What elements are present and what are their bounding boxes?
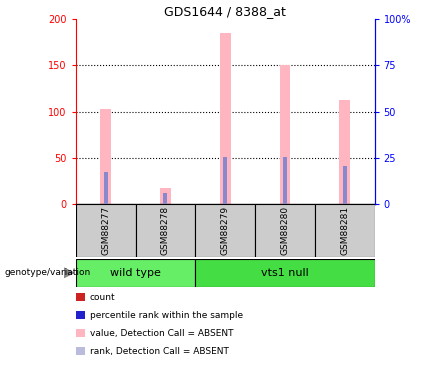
Text: value, Detection Call = ABSENT: value, Detection Call = ABSENT	[90, 329, 233, 338]
Bar	[339, 100, 350, 204]
Bar	[195, 259, 375, 287]
Bar	[76, 259, 195, 287]
Bar	[100, 109, 111, 204]
Text: GSM88280: GSM88280	[281, 206, 289, 255]
Bar	[223, 157, 227, 204]
Bar	[103, 172, 108, 204]
Bar	[255, 204, 315, 257]
Text: percentile rank within the sample: percentile rank within the sample	[90, 311, 243, 320]
Bar	[136, 204, 195, 257]
Bar	[283, 157, 287, 204]
Bar	[280, 65, 290, 204]
Bar	[163, 193, 168, 204]
Text: wild type: wild type	[110, 268, 161, 278]
Polygon shape	[64, 268, 74, 278]
Text: count: count	[90, 293, 115, 302]
Text: GSM88281: GSM88281	[340, 206, 349, 255]
Text: vts1 null: vts1 null	[261, 268, 309, 278]
Text: GSM88277: GSM88277	[101, 206, 110, 255]
Bar	[343, 166, 347, 204]
Bar	[195, 204, 255, 257]
Title: GDS1644 / 8388_at: GDS1644 / 8388_at	[164, 4, 286, 18]
Bar	[315, 204, 375, 257]
Bar	[160, 188, 171, 204]
Text: genotype/variation: genotype/variation	[4, 268, 90, 278]
Bar	[220, 33, 230, 204]
Text: rank, Detection Call = ABSENT: rank, Detection Call = ABSENT	[90, 347, 229, 356]
Text: GSM88279: GSM88279	[221, 206, 229, 255]
Bar	[76, 204, 136, 257]
Text: GSM88278: GSM88278	[161, 206, 170, 255]
